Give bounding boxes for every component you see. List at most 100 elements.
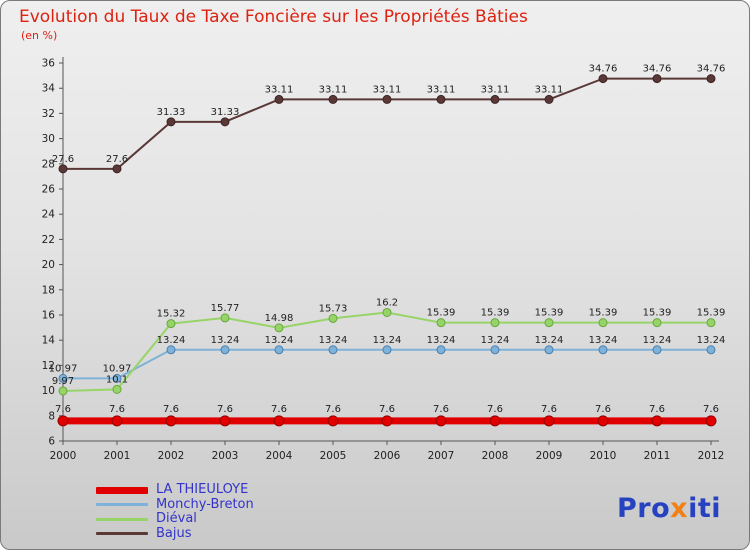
legend-item-monchy-breton: Monchy-Breton	[96, 496, 254, 513]
svg-text:7.6: 7.6	[595, 404, 611, 415]
svg-text:13.24: 13.24	[211, 335, 240, 346]
svg-text:2000: 2000	[50, 450, 77, 462]
svg-text:28: 28	[42, 158, 55, 170]
svg-text:15.39: 15.39	[643, 308, 672, 319]
svg-text:15.39: 15.39	[589, 308, 618, 319]
legend-label: Monchy-Breton	[156, 496, 254, 512]
logo-segment: Pro	[617, 493, 671, 524]
logo-segment: x	[670, 493, 689, 524]
svg-text:33.11: 33.11	[373, 84, 402, 95]
svg-text:12: 12	[42, 360, 55, 372]
line-chart: 36 34 32 30 28 26 24 22 20 18 16 14 12 10 8 6 2000 2001 20…	[42, 57, 726, 462]
svg-text:27.6: 27.6	[106, 154, 128, 165]
svg-text:34.76: 34.76	[697, 64, 726, 75]
svg-text:2006: 2006	[374, 450, 401, 462]
svg-text:33.11: 33.11	[265, 84, 294, 95]
svg-text:10.1: 10.1	[106, 374, 128, 385]
logo-segment: iti	[688, 493, 721, 524]
svg-text:2012: 2012	[698, 450, 725, 462]
svg-text:7.6: 7.6	[541, 404, 557, 415]
svg-text:14: 14	[42, 335, 56, 347]
svg-text:36: 36	[42, 58, 56, 70]
svg-text:13.24: 13.24	[535, 335, 564, 346]
svg-text:30: 30	[42, 133, 55, 145]
legend-swatch-maroon	[96, 532, 148, 536]
svg-text:31.33: 31.33	[157, 107, 186, 118]
svg-text:18: 18	[42, 284, 55, 296]
legend-item-la-thieuloye: LA THIEULOYE	[96, 483, 254, 498]
svg-text:33.11: 33.11	[427, 84, 456, 95]
svg-text:7.6: 7.6	[487, 404, 503, 415]
svg-text:13.24: 13.24	[481, 335, 510, 346]
svg-text:15.32: 15.32	[157, 309, 186, 320]
svg-text:2001: 2001	[104, 450, 131, 462]
svg-text:32: 32	[42, 108, 55, 120]
svg-text:16: 16	[42, 310, 56, 322]
legend-swatch-red	[96, 486, 148, 494]
svg-text:2010: 2010	[590, 450, 617, 462]
svg-text:27.6: 27.6	[52, 154, 74, 165]
svg-text:22: 22	[42, 234, 55, 246]
legend-label: Diéval	[156, 511, 197, 527]
legend: LA THIEULOYE Monchy-Breton Diéval Bajus	[96, 483, 254, 541]
svg-text:7.6: 7.6	[325, 404, 341, 415]
svg-text:13.24: 13.24	[265, 335, 294, 346]
proxiti-logo: Proxiti	[617, 493, 721, 524]
svg-text:26: 26	[42, 184, 56, 196]
svg-text:13.24: 13.24	[697, 335, 726, 346]
svg-text:7.6: 7.6	[217, 404, 233, 415]
legend-item-bajus: Bajus	[96, 525, 254, 542]
svg-text:15.39: 15.39	[427, 308, 456, 319]
svg-text:31.33: 31.33	[211, 107, 240, 118]
svg-text:20: 20	[42, 259, 55, 271]
legend-label: Bajus	[156, 525, 192, 541]
svg-text:13.24: 13.24	[589, 335, 618, 346]
svg-text:2011: 2011	[644, 450, 671, 462]
svg-text:7.6: 7.6	[703, 404, 719, 415]
svg-text:15.73: 15.73	[319, 303, 348, 314]
svg-text:2002: 2002	[158, 450, 185, 462]
svg-text:13.24: 13.24	[319, 335, 348, 346]
svg-text:14.98: 14.98	[265, 313, 294, 324]
svg-text:10: 10	[42, 385, 55, 397]
svg-text:7.6: 7.6	[55, 404, 71, 415]
svg-text:13.24: 13.24	[157, 335, 186, 346]
svg-text:33.11: 33.11	[319, 84, 348, 95]
svg-text:34.76: 34.76	[589, 64, 618, 75]
svg-text:7.6: 7.6	[163, 404, 179, 415]
svg-text:13.24: 13.24	[643, 335, 672, 346]
chart-subtitle: (en %)	[21, 29, 58, 42]
svg-text:2009: 2009	[536, 450, 563, 462]
svg-text:33.11: 33.11	[481, 84, 510, 95]
svg-text:8: 8	[48, 410, 55, 422]
svg-text:10.97: 10.97	[103, 363, 132, 374]
svg-text:7.6: 7.6	[379, 404, 395, 415]
svg-text:15.77: 15.77	[211, 303, 240, 314]
svg-text:15.39: 15.39	[697, 308, 726, 319]
svg-text:7.6: 7.6	[649, 404, 665, 415]
svg-text:2003: 2003	[212, 450, 239, 462]
legend-swatch-blue	[96, 503, 148, 507]
svg-text:6: 6	[48, 436, 55, 448]
svg-text:7.6: 7.6	[271, 404, 287, 415]
svg-text:13.24: 13.24	[427, 335, 456, 346]
svg-text:13.24: 13.24	[373, 335, 402, 346]
svg-text:2008: 2008	[482, 450, 509, 462]
svg-text:24: 24	[42, 209, 56, 221]
legend-swatch-green	[96, 517, 148, 521]
svg-text:9.97: 9.97	[52, 376, 74, 387]
svg-text:15.39: 15.39	[481, 308, 510, 319]
svg-text:15.39: 15.39	[535, 308, 564, 319]
svg-text:34.76: 34.76	[643, 64, 672, 75]
svg-text:7.6: 7.6	[433, 404, 449, 415]
svg-text:2004: 2004	[266, 450, 293, 462]
legend-label: LA THIEULOYE	[156, 482, 249, 498]
svg-text:2007: 2007	[428, 450, 455, 462]
svg-text:33.11: 33.11	[535, 84, 564, 95]
chart-title: Evolution du Taux de Taxe Foncière sur l…	[19, 7, 528, 27]
legend-item-dieval: Diéval	[96, 512, 254, 527]
svg-text:34: 34	[42, 83, 56, 95]
svg-text:16.2: 16.2	[376, 297, 398, 308]
svg-text:2005: 2005	[320, 450, 347, 462]
